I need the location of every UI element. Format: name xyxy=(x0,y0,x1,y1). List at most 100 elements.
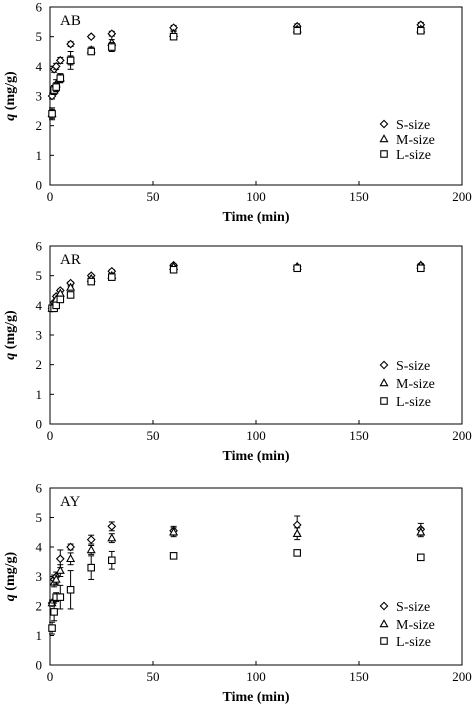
y-axis-variable: q xyxy=(3,353,18,360)
y-tick-label: 1 xyxy=(36,628,43,643)
x-tick-label: 0 xyxy=(47,428,54,443)
y-axis-unit: (mg/g) xyxy=(3,71,18,114)
panel-label: AY xyxy=(60,494,80,510)
data-point xyxy=(48,624,56,632)
y-tick-label: 0 xyxy=(36,658,43,673)
panel-ab: 0 1 2 3 4 5 6 0 50 100 150 200 Time (min) q (mg/g) AB S… xyxy=(3,0,472,225)
legend-marker xyxy=(379,134,389,143)
panel-label: AB xyxy=(60,13,81,29)
series-m-size xyxy=(47,260,426,312)
data-point xyxy=(50,608,58,616)
data-point xyxy=(66,39,75,49)
legend-label: L-size xyxy=(396,148,431,163)
x-axis-title: Time (min) xyxy=(222,210,289,225)
x-tick-label: 200 xyxy=(452,428,472,443)
data-point xyxy=(293,549,301,557)
y-tick-label: 5 xyxy=(36,268,43,283)
series-l-size xyxy=(48,26,425,119)
series-l-size xyxy=(48,264,425,313)
data-point xyxy=(169,527,179,536)
data-point xyxy=(51,574,61,583)
data-point xyxy=(169,32,178,41)
y-tick-label: 6 xyxy=(36,481,43,496)
y-axis-unit: (mg/g) xyxy=(3,551,18,594)
y-axis-title: q (mg/g) xyxy=(3,551,18,601)
x-tick-label: 200 xyxy=(452,189,472,204)
data-point xyxy=(86,32,96,42)
x-tick-label: 150 xyxy=(349,669,369,684)
data-point xyxy=(66,542,75,552)
y-tick-label: 4 xyxy=(36,540,43,555)
legend-label: M-size xyxy=(396,377,435,392)
x-tick-label: 150 xyxy=(349,428,369,443)
data-point xyxy=(417,26,425,35)
data-point xyxy=(48,110,56,118)
data-point xyxy=(107,533,117,542)
x-tick-label: 50 xyxy=(147,189,160,204)
y-tick-label: 3 xyxy=(36,89,43,104)
panel-ar: 0 1 2 3 4 5 6 0 50 100 150 200 Time (min) q (mg/g) AR S… xyxy=(3,239,472,465)
data-point xyxy=(52,301,60,310)
data-point xyxy=(87,277,95,286)
y-tick-label: 1 xyxy=(36,148,43,163)
data-point xyxy=(169,552,178,560)
data-point xyxy=(169,265,178,274)
series-l-size xyxy=(48,549,425,635)
y-tick-label: 2 xyxy=(36,357,43,372)
series-m-size xyxy=(47,527,426,607)
data-point xyxy=(417,553,425,562)
data-point xyxy=(86,535,96,545)
x-axis-title: Time (min) xyxy=(222,449,289,464)
data-point xyxy=(292,528,302,537)
series-s-size xyxy=(47,20,426,101)
y-axis-title: q (mg/g) xyxy=(3,310,18,360)
x-tick-label: 100 xyxy=(246,189,266,204)
x-tick-label: 0 xyxy=(47,669,54,684)
y-tick-label: 1 xyxy=(36,387,43,402)
data-point xyxy=(66,56,75,65)
panel-label: AR xyxy=(60,252,81,268)
series-s-size xyxy=(47,515,426,608)
data-point xyxy=(293,264,301,273)
y-tick-label: 5 xyxy=(36,29,43,44)
legend-marker xyxy=(379,601,389,611)
x-tick-label: 150 xyxy=(349,189,369,204)
data-point xyxy=(66,282,76,291)
x-tick-label: 0 xyxy=(47,189,54,204)
data-point xyxy=(293,26,301,35)
panel-ay: 0 1 2 3 4 5 6 0 50 100 150 200 Time (min) q (mg/g) AY S… xyxy=(3,481,472,706)
data-point xyxy=(56,295,65,304)
y-tick-label: 4 xyxy=(36,59,43,74)
y-tick-label: 3 xyxy=(36,569,43,584)
x-tick-label: 100 xyxy=(246,669,266,684)
data-point xyxy=(55,56,65,65)
y-axis-title: q (mg/g) xyxy=(3,71,18,121)
y-tick-label: 5 xyxy=(36,510,43,525)
y-tick-label: 0 xyxy=(36,178,43,193)
legend-label: S-size xyxy=(396,359,430,374)
data-point xyxy=(55,565,65,574)
data-point xyxy=(66,291,75,299)
legend-marker xyxy=(379,360,389,370)
y-axis-variable: q xyxy=(3,594,18,601)
data-point xyxy=(66,585,75,594)
legend-label: S-size xyxy=(396,118,430,133)
data-point xyxy=(52,83,60,91)
x-tick-label: 50 xyxy=(147,669,160,684)
x-tick-label: 200 xyxy=(452,669,472,684)
legend-marker xyxy=(379,619,389,628)
series-s-size xyxy=(47,260,426,313)
legend-label: M-size xyxy=(396,618,435,633)
y-tick-label: 4 xyxy=(36,298,43,313)
x-tick-label: 100 xyxy=(246,428,266,443)
data-point xyxy=(417,264,425,273)
x-tick-label: 50 xyxy=(147,428,160,443)
x-axis-title: Time (min) xyxy=(222,690,289,705)
data-point xyxy=(55,554,65,564)
legend-marker xyxy=(380,397,388,405)
data-point xyxy=(416,527,426,536)
data-point xyxy=(108,43,116,51)
data-point xyxy=(87,47,95,56)
data-point xyxy=(51,61,61,71)
